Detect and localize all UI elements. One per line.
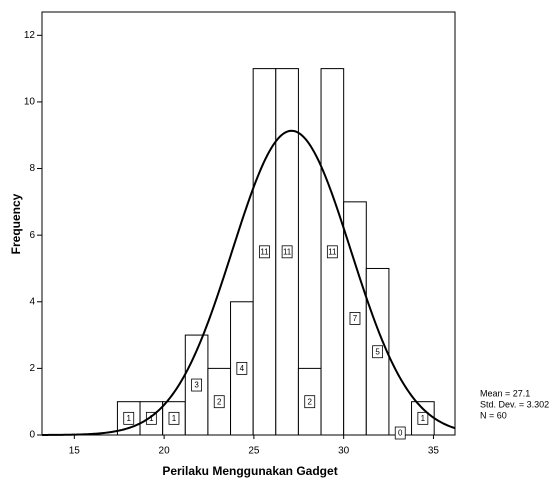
statistic: Std. Dev. = 3.302 [480,399,549,409]
value-label-box [394,426,406,440]
y-tick-label: 2 [29,363,35,374]
y-tick-label: 12 [24,30,36,41]
statistic: N = 60 [480,410,507,420]
value-label-box [191,378,203,392]
x-tick-label: 25 [248,446,260,457]
value-label: 1 [172,414,177,423]
y-tick-label: 4 [29,296,35,307]
value-label-box [236,361,248,375]
value-label: 2 [308,397,313,406]
x-axis-title: Perilaku Menggunakan Gadget [162,464,337,478]
value-label-box [304,395,316,409]
y-tick-label: 10 [24,97,36,108]
value-label: 0 [398,429,403,438]
y-tick-label: 8 [29,163,35,174]
x-tick-label: 15 [69,446,81,457]
x-tick-label: 35 [428,446,440,457]
value-label: 5 [375,347,380,356]
value-label-box [145,411,157,425]
value-label: 11 [283,247,292,256]
y-axis-title: Frequency [9,193,23,254]
value-label: 1 [149,414,154,423]
statistic: Mean = 27.1 [480,388,530,398]
normal-curve [41,129,456,436]
value-label-box [417,411,429,425]
value-label-box [349,312,361,325]
value-label: 1 [421,414,426,423]
value-label-box [281,245,293,259]
value-label: 1 [127,414,132,423]
value-label-box [213,395,225,409]
value-label-box [123,411,135,425]
value-label: 3 [194,381,199,390]
value-label: 11 [328,247,337,256]
y-tick-label: 0 [29,430,35,441]
x-tick-label: 20 [159,446,171,457]
value-label-box [372,345,384,359]
value-label-box [168,411,180,425]
value-label: 7 [353,314,358,323]
value-label: 2 [217,397,222,406]
x-tick-label: 30 [338,446,350,457]
value-label: 11 [260,247,269,256]
value-label-box [259,245,270,259]
value-label-box [326,245,338,259]
value-label: 4 [240,364,245,373]
y-tick-label: 6 [29,230,35,241]
